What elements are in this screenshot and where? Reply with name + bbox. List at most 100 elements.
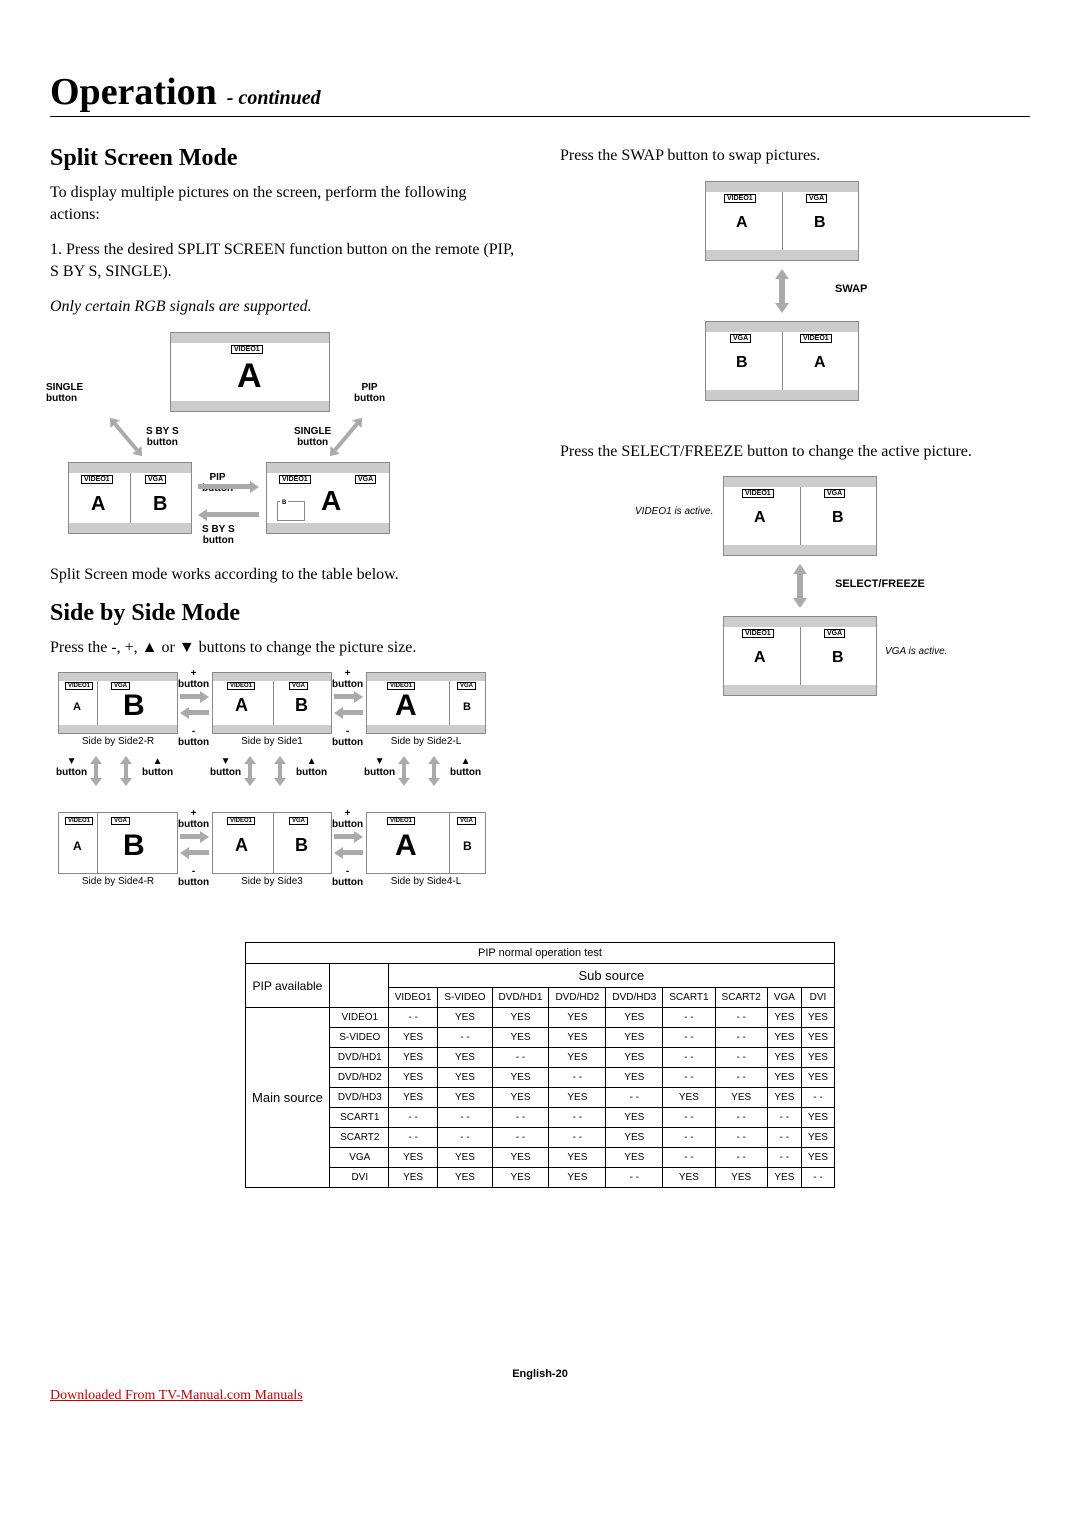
swap-text: Press the SWAP button to swap pictures. — [560, 145, 1030, 167]
table-cell: YES — [549, 1028, 606, 1048]
table-cell: YES — [438, 1088, 492, 1108]
tag: VGA — [457, 817, 476, 825]
table-cell: YES — [549, 1048, 606, 1068]
table-cell: YES — [492, 1168, 549, 1188]
table-cell: YES — [663, 1168, 715, 1188]
tag: VGA — [289, 682, 308, 690]
up-label: ▲ button — [296, 756, 327, 778]
table-cell: - - — [663, 1048, 715, 1068]
table-row-label: DVI — [329, 1168, 388, 1188]
tag: VIDEO1 — [65, 682, 93, 690]
table-row-label: DVD/HD1 — [329, 1048, 388, 1068]
table-cell: YES — [492, 1028, 549, 1048]
tag: VGA — [806, 194, 827, 203]
table-cell: - - — [715, 1128, 767, 1148]
table-cell: - - — [767, 1128, 801, 1148]
table-cell: - - — [606, 1088, 663, 1108]
select-top: VIDEO1 VGA A B — [723, 476, 877, 556]
table-cell: YES — [492, 1088, 549, 1108]
table-cell: - - — [767, 1148, 801, 1168]
sbs-r1c3: VIDEO1 VGA A B — [366, 672, 486, 734]
table-cell: YES — [606, 1008, 663, 1028]
table-cell: - - — [388, 1108, 438, 1128]
arrow-icon — [90, 756, 102, 786]
table-cell: YES — [438, 1148, 492, 1168]
up-label: ▲ button — [142, 756, 173, 778]
label-sbys1: S BY S button — [146, 426, 179, 448]
updown-arrow-icon — [791, 564, 809, 608]
table-cell: - - — [549, 1108, 606, 1128]
table-cell: YES — [549, 1088, 606, 1108]
table-cell: YES — [801, 1148, 834, 1168]
table-row: SCART2- -- -- -- -YES- -- -- -YES — [246, 1128, 835, 1148]
table-cell: YES — [438, 1048, 492, 1068]
sbs-diagram: VIDEO1 VGA A B VIDEO1 VGA A B VIDEO1 VGA — [50, 672, 520, 912]
table-cell: YES — [801, 1028, 834, 1048]
pip-screen: VIDEO1 VGA A B — [266, 462, 390, 534]
table-cell: - - — [663, 1028, 715, 1048]
plus-label: + button — [332, 668, 363, 690]
letter-b: B — [153, 493, 167, 516]
right-column: Press the SWAP button to swap pictures. … — [560, 145, 1030, 912]
table-cell: - - — [663, 1148, 715, 1168]
plus-label: + button — [178, 808, 209, 830]
label-sbys2: S BY S button — [202, 524, 235, 546]
table-cell: YES — [388, 1068, 438, 1088]
tag: VGA — [730, 334, 751, 343]
sbs-r2c2: VIDEO1 VGA A B — [212, 812, 332, 874]
table-cell: - - — [492, 1128, 549, 1148]
table-cell: YES — [438, 1168, 492, 1188]
table-cell: YES — [606, 1128, 663, 1148]
table-row-label: SCART2 — [329, 1128, 388, 1148]
letter-a3: A — [321, 485, 341, 517]
table-row-label: VGA — [329, 1148, 388, 1168]
pip-available-header: PIP available — [246, 964, 330, 1008]
letter-a: A — [237, 357, 262, 396]
table-cell: - - — [492, 1048, 549, 1068]
split-screen-heading: Split Screen Mode — [50, 145, 520, 172]
page-footer: English-20 — [50, 1368, 1030, 1380]
updown-arrow-icon — [773, 269, 791, 313]
table-col-header: SCART1 — [663, 988, 715, 1008]
table-cell: - - — [663, 1128, 715, 1148]
pip-sub: B — [277, 501, 305, 521]
table-cell: YES — [388, 1048, 438, 1068]
tag: VGA — [289, 817, 308, 825]
table-cell: - - — [767, 1108, 801, 1128]
table-cell: - - — [715, 1148, 767, 1168]
plus-label: + button — [332, 808, 363, 830]
table-cell: YES — [767, 1048, 801, 1068]
split-p3: Only certain RGB signals are supported. — [50, 296, 520, 318]
table-cell: - - — [663, 1008, 715, 1028]
table-cell: - - — [663, 1068, 715, 1088]
tag: VGA — [111, 817, 130, 825]
sbs-r1c2: VIDEO1 VGA A B — [212, 672, 332, 734]
table-row: VGAYESYESYESYESYES- -- -- -YES — [246, 1148, 835, 1168]
table-cell: YES — [767, 1028, 801, 1048]
tag: VIDEO1 — [65, 817, 93, 825]
label-pip: PIP button — [354, 382, 385, 404]
arrow-icon — [398, 756, 410, 786]
table-cell: YES — [388, 1028, 438, 1048]
download-link[interactable]: Downloaded From TV-Manual.com Manuals — [50, 1388, 1030, 1404]
swap-diagram: VIDEO1 VGA A B SWAP VGA VIDEO1 B A — [665, 181, 925, 411]
table-cell: YES — [606, 1048, 663, 1068]
sbs-r2c1: VIDEO1 VGA A B — [58, 812, 178, 874]
table-cell: YES — [767, 1088, 801, 1108]
select-freeze-label: SELECT/FREEZE — [835, 578, 925, 590]
split-p1: To display multiple pictures on the scre… — [50, 182, 520, 225]
table-row-label: VIDEO1 — [329, 1008, 388, 1028]
minus-label: - button — [332, 866, 363, 888]
table-row: Main sourceVIDEO1- -YESYESYESYES- -- -YE… — [246, 1008, 835, 1028]
arrow-icon — [244, 756, 256, 786]
table-row-label: SCART1 — [329, 1108, 388, 1128]
table-cell: - - — [715, 1048, 767, 1068]
table-cell: YES — [606, 1028, 663, 1048]
title-continued: - continued — [227, 87, 321, 109]
table-cell: - - — [549, 1128, 606, 1148]
title-main: Operation — [50, 71, 217, 113]
table-cell: - - — [549, 1068, 606, 1088]
cap: Side by Side4-L — [366, 876, 486, 887]
table-row: DVD/HD1YESYES- -YESYES- -- -YESYES — [246, 1048, 835, 1068]
tag: VIDEO1 — [227, 817, 255, 825]
